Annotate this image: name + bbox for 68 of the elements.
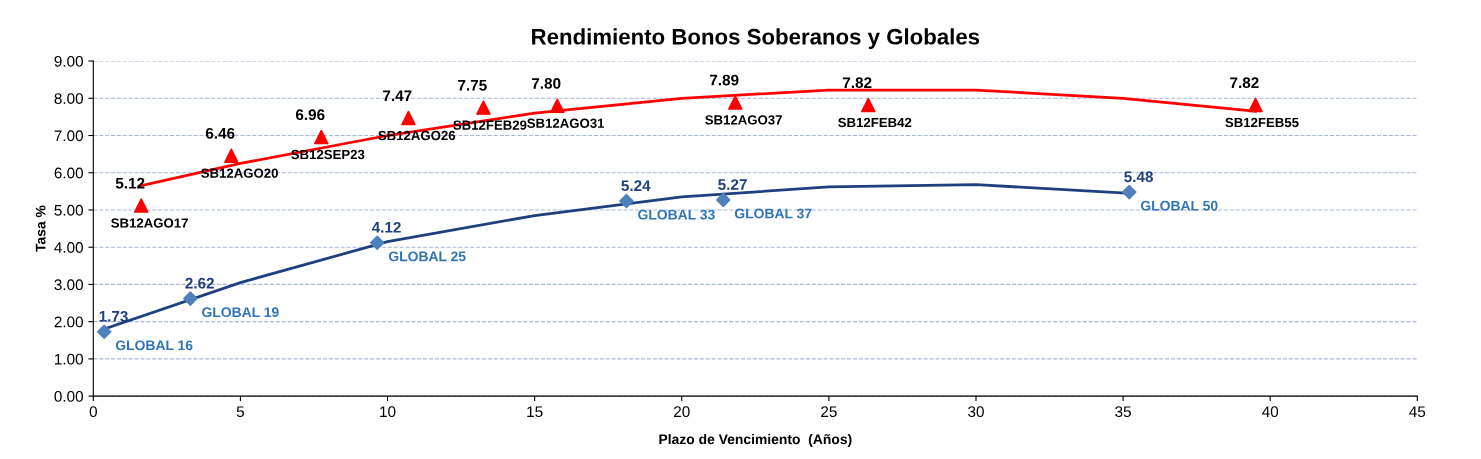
- data-label: 5.48: [1124, 171, 1153, 183]
- x-tick-label: 35: [1115, 406, 1131, 418]
- annotation: GLOBAL 50: [1140, 200, 1218, 211]
- x-tick-label: 45: [1409, 406, 1426, 418]
- x-tick-label: 5: [236, 406, 245, 418]
- data-label: 6.96: [295, 109, 325, 121]
- y-tick-label: 6.00: [54, 167, 83, 179]
- x-tick-label: 30: [968, 406, 984, 418]
- point: [715, 192, 731, 208]
- x-axis-title: Plazo de Vencimiento (Años): [659, 433, 852, 447]
- annotation: SB12AGO17: [111, 218, 188, 228]
- x-tick-label: 40: [1262, 406, 1279, 418]
- data-label: 5.24: [621, 180, 651, 192]
- point: [619, 193, 634, 209]
- y-tick-label: 5.00: [54, 204, 83, 216]
- y-tick-label: 7.00: [54, 130, 83, 142]
- annotation: GLOBAL 19: [202, 307, 279, 318]
- data-label: 7.47: [383, 90, 412, 101]
- data-label: 2.62: [185, 277, 214, 289]
- annotation: SB12FEB55: [1225, 117, 1299, 128]
- x-tick-label: 20: [674, 406, 690, 418]
- annotation: GLOBAL 25: [388, 251, 466, 262]
- annotation: GLOBAL 16: [115, 340, 193, 351]
- point: [476, 100, 491, 115]
- point: [314, 129, 329, 145]
- data-label: 6.46: [205, 127, 235, 139]
- annotation: SB12AGO20: [201, 168, 278, 178]
- data-label: 7.82: [1230, 77, 1259, 89]
- point: [1121, 184, 1137, 200]
- point: [96, 324, 112, 339]
- data-label: 5.12: [115, 177, 145, 189]
- y-tick-label: 4.00: [54, 242, 83, 253]
- y-axis-title: Tasa %: [35, 205, 46, 252]
- y-tick-label: 3.00: [54, 279, 83, 291]
- data-label: 7.82: [842, 77, 872, 89]
- annotation: SB12FEB42: [838, 117, 912, 128]
- x-tick-label: 10: [380, 406, 396, 418]
- annotation: SB12SEP23: [291, 149, 365, 160]
- point: [224, 148, 239, 163]
- data-label: 5.27: [718, 179, 747, 190]
- data-label: 7.75: [458, 80, 487, 91]
- point: [1248, 97, 1263, 113]
- y-tick-label: 9.00: [54, 55, 83, 67]
- point: [550, 98, 565, 114]
- point: [133, 198, 149, 213]
- point: [728, 95, 743, 110]
- y-tick-label: 1.00: [55, 353, 83, 365]
- data-label: 1.73: [99, 310, 128, 322]
- data-label: 7.80: [531, 78, 561, 89]
- point: [183, 291, 198, 306]
- annotation: GLOBAL 33: [638, 209, 715, 220]
- annotation: SB12AGO31: [527, 118, 605, 128]
- y-tick-label: 2.00: [54, 316, 83, 328]
- annotation: SB12AGO26: [378, 130, 456, 141]
- point: [861, 97, 876, 113]
- data-label: 7.89: [709, 74, 739, 86]
- annotation: SB12FEB29: [453, 120, 527, 130]
- x-tick-label: 25: [821, 406, 837, 418]
- chart-title: Rendimiento Bonos Soberanos y Globales: [532, 28, 980, 49]
- annotation: GLOBAL 37: [734, 208, 812, 219]
- x-tick-label: 15: [527, 406, 543, 418]
- data-label: 4.12: [371, 221, 401, 233]
- y-tick-label: 8.00: [54, 93, 83, 104]
- annotation: SB12AGO37: [705, 115, 782, 125]
- point: [401, 110, 416, 126]
- y-tick-label: 0.00: [54, 390, 83, 402]
- point: [369, 235, 385, 251]
- x-tick-label: 0: [89, 406, 97, 418]
